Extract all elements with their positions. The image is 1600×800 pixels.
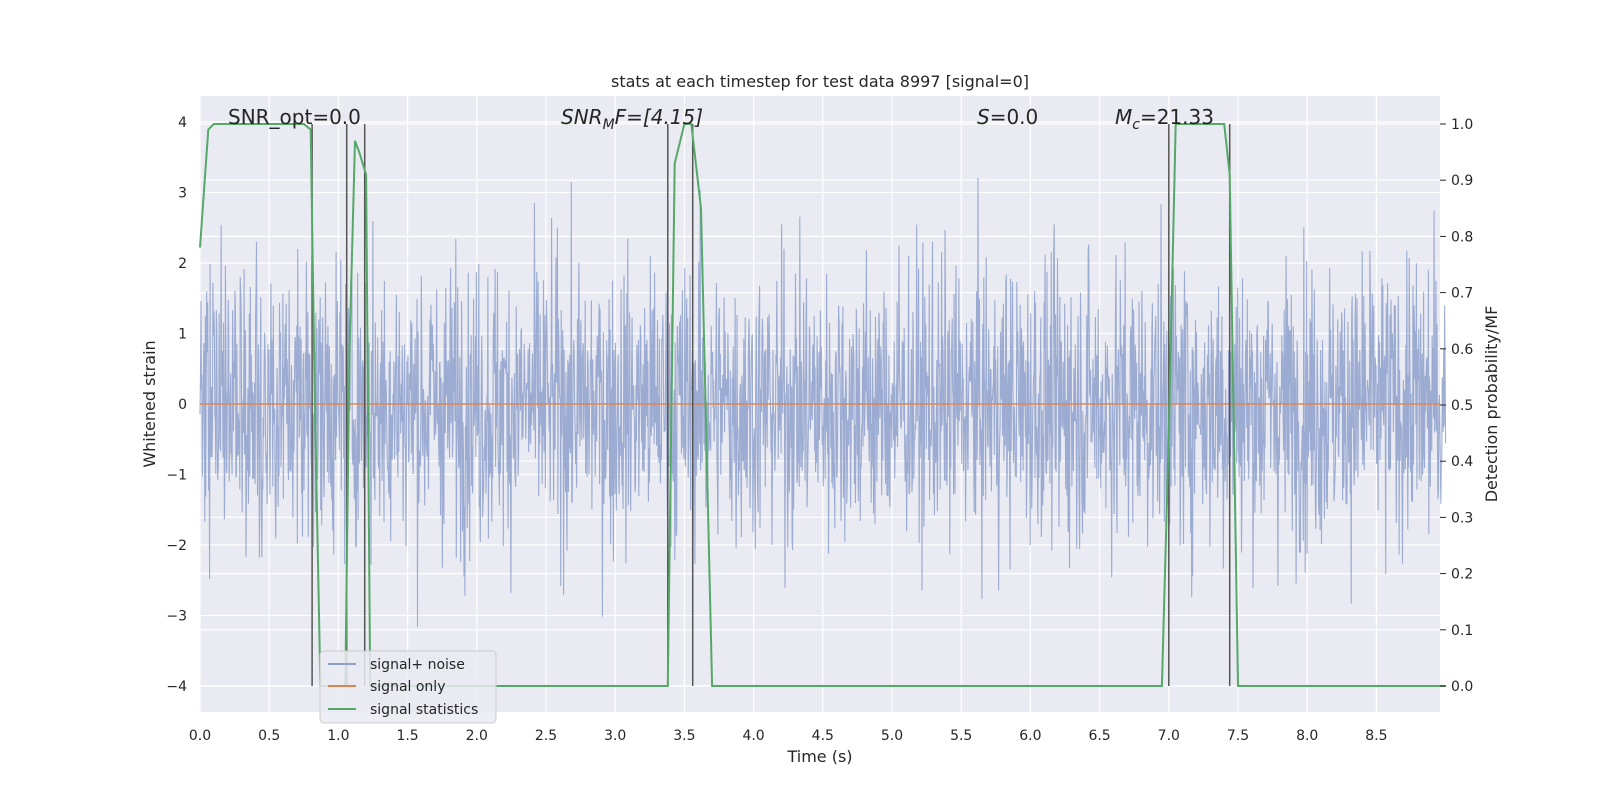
annotation-mc-rest: =21.33: [1140, 105, 1214, 129]
x-tick-label-16: 8.0: [1296, 728, 1318, 744]
y-tick-label-4: 0: [178, 397, 187, 413]
x-tick-label-9: 4.5: [812, 728, 834, 744]
annotation-snr-mf-rest-f: F=[4.15]: [615, 105, 703, 129]
x-tick-label-13: 6.5: [1088, 728, 1110, 744]
x-tick-label-17: 8.5: [1365, 728, 1387, 744]
y-tick-label-1: 3: [178, 186, 187, 202]
legend-label-noise: signal+ noise: [370, 657, 465, 673]
noise-series: [199, 177, 1447, 627]
y-tick-label-right-8: 0.2: [1451, 567, 1473, 583]
series-signal-statistics-line: [199, 123, 1446, 687]
y-tick-label-right-1: 0.9: [1451, 173, 1473, 189]
y-tick-label-right-7: 0.3: [1451, 510, 1473, 526]
x-axis-label: Time (s): [786, 747, 852, 766]
annotation-snr-opt: SNR_opt=0.0: [228, 105, 361, 129]
x-tick-label-6: 3.0: [604, 728, 626, 744]
x-tick-label-8: 4.0: [742, 728, 764, 744]
x-tick-label-12: 6.0: [1019, 728, 1041, 744]
y-tick-label-5: −1: [166, 468, 187, 484]
legend-label-signal-only: signal only: [370, 679, 445, 695]
x-tick-label-2: 1.0: [327, 728, 349, 744]
x-tick-label-4: 2.0: [466, 728, 488, 744]
annotation-s-rest: =0.0: [990, 105, 1039, 129]
y-tick-label-right-5: 0.5: [1451, 398, 1473, 414]
x-tick-label-7: 3.5: [673, 728, 695, 744]
legend-label-signal-statistics: signal statistics: [370, 702, 478, 718]
y-tick-label-8: −4: [166, 679, 187, 695]
y-tick-label-right-10: 0.0: [1451, 679, 1473, 695]
y-axis-label: Whitened strain: [140, 340, 159, 467]
y-tick-label-right-0: 1.0: [1451, 117, 1473, 133]
x-tick-label-11: 5.5: [950, 728, 972, 744]
y-tick-label-7: −3: [166, 609, 187, 625]
y-tick-label-right-2: 0.8: [1451, 229, 1473, 245]
y-tick-label-right-6: 0.4: [1451, 454, 1473, 470]
legend: signal+ noise signal only signal statist…: [319, 650, 497, 724]
y-tick-label-right-9: 0.1: [1451, 623, 1473, 639]
y-tick-label-right-4: 0.6: [1451, 342, 1473, 358]
y-axis-label-right: Detection probability/MF: [1482, 306, 1501, 503]
legend-box: [319, 650, 497, 724]
y-tick-label-6: −2: [166, 538, 187, 554]
annotation-snr-mf: SNRMF=[4.15]: [561, 105, 703, 133]
annotation-mc-sub: c: [1132, 117, 1140, 133]
x-tick-label-0: 0.0: [189, 728, 211, 744]
y-tick-label-3: 1: [178, 327, 187, 343]
annotation-snr-mf-base: SNR: [561, 105, 603, 129]
y-tick-label-right-3: 0.7: [1451, 286, 1473, 302]
series-signal-noise-line: [199, 177, 1447, 627]
annotation-snr-mf-sub: M: [603, 117, 615, 133]
annotation-s: S=0.0: [977, 105, 1038, 129]
x-ticks: 0.0 0.5 1.0 1.5 2.0 2.5 3.0 3.5 4.0 4.5 5.0 5.5 6.0 6…: [189, 728, 1388, 744]
chart-title: stats at each timestep for test data 899…: [611, 72, 1029, 91]
x-tick-label-1: 0.5: [258, 728, 280, 744]
x-tick-label-3: 1.5: [396, 728, 418, 744]
annotation-mc-base: M: [1115, 105, 1132, 129]
annotation-s-base: S: [977, 105, 990, 129]
x-tick-label-10: 5.0: [881, 728, 903, 744]
y-ticks: 4 3 2 1 0 −1 −2 −3 −4: [166, 115, 187, 695]
y-tick-label-0: 4: [178, 115, 187, 131]
signal-statistics-series: [199, 123, 1446, 687]
annotation-mc: Mc=21.33: [1115, 105, 1214, 133]
y-ticks-right: 1.0 0.9 0.8 0.7 0.6 0.5 0.4 0.3 0.2 0.1 0.0: [1440, 117, 1473, 695]
x-tick-label-5: 2.5: [535, 728, 557, 744]
x-tick-label-15: 7.5: [1227, 728, 1249, 744]
x-tick-label-14: 7.0: [1158, 728, 1180, 744]
y-tick-label-2: 2: [178, 256, 187, 272]
